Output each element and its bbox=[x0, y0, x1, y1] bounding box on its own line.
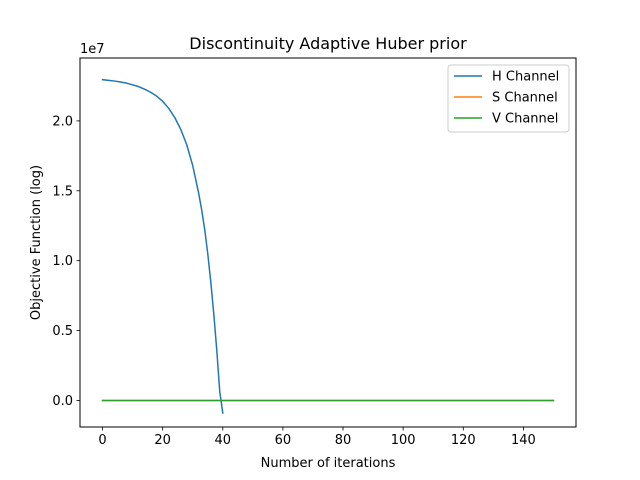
y-axis-multiplier: 1e7 bbox=[80, 42, 105, 57]
x-tick-label: 0 bbox=[98, 433, 106, 448]
chart-title: Discontinuity Adaptive Huber prior bbox=[189, 34, 467, 53]
y-tick-label: 0.0 bbox=[52, 394, 73, 409]
legend: H Channel S Channel V Channel bbox=[447, 64, 570, 133]
x-ticks: 0 20 40 60 80 100 120 140 bbox=[98, 427, 536, 448]
y-axis-label: Objective Function (log) bbox=[29, 165, 44, 320]
x-axis-label: Number of iterations bbox=[261, 456, 396, 471]
x-tick-label: 60 bbox=[275, 433, 292, 448]
legend-label-3: V Channel bbox=[492, 112, 558, 127]
legend-box bbox=[447, 64, 570, 133]
legend-entries: H Channel S Channel V Channel bbox=[454, 70, 559, 127]
y-tick-label: 2.0 bbox=[52, 114, 73, 129]
x-tick-label: 140 bbox=[511, 433, 536, 448]
x-tick-label: 80 bbox=[335, 433, 352, 448]
y-ticks: 0.0 0.5 1.0 1.5 2.0 bbox=[52, 114, 80, 409]
x-tick-label: 100 bbox=[391, 433, 416, 448]
y-tick-label: 1.0 bbox=[52, 254, 73, 269]
y-tick-label: 1.5 bbox=[52, 184, 73, 199]
series-line-1 bbox=[101, 78, 224, 414]
x-tick-label: 120 bbox=[451, 433, 476, 448]
legend-label-1: H Channel bbox=[492, 70, 559, 85]
y-tick-label: 0.5 bbox=[52, 324, 73, 339]
x-tick-label: 20 bbox=[154, 433, 171, 448]
legend-label-2: S Channel bbox=[492, 91, 558, 106]
series-layer bbox=[101, 78, 555, 414]
x-tick-label: 40 bbox=[215, 433, 232, 448]
axes-frame bbox=[79, 57, 577, 428]
